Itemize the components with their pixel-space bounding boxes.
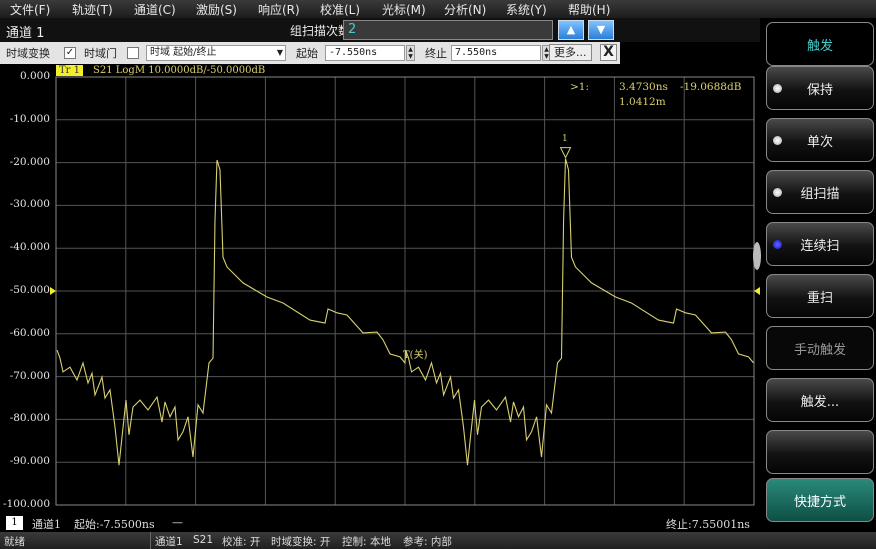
y-tick-label: -10.000 [9,112,50,125]
start-input[interactable]: -7.550ns [325,45,405,61]
status-bar: 就绪 通道1 S21 校准: 开 时域变换: 开 控制: 本地 参考: 内部 [0,532,876,549]
menu-analysis[interactable]: 分析(N) [444,2,487,17]
chevron-down-icon: ▼ [276,48,283,57]
menu-stimulus[interactable]: 激励(S) [196,2,237,17]
single-button[interactable]: 单次 [766,118,874,162]
stop-input[interactable]: 7.550ns [451,45,541,61]
channel-title: 通道 1 [6,26,45,41]
marker-readout-id: >1: [570,81,590,93]
y-tick-label: -70.000 [9,369,50,382]
trace-header: Tr 1 S21 LogM 10.0000dB/-50.0000dB [56,65,265,76]
channel-name: 通道1 [32,518,61,531]
status-state: 就绪 [4,536,25,548]
y-tick-label: -30.000 [9,198,50,211]
menu-marker[interactable]: 光标(M) [382,2,426,17]
gate-checkbox[interactable] [127,47,139,59]
arrow-down-icon: ▼ [596,23,606,36]
mode-select[interactable]: 时域 起始/终止 ▼ [146,45,286,61]
channel-bar: 通道 1 组扫描次数 2 ▲ ▼ [0,18,760,42]
y-tick-label: -100.000 [3,498,50,510]
y-tick-label: -60.000 [9,326,50,339]
trace-badge[interactable]: Tr 1 [56,65,83,76]
stop-label: 终止 [425,47,447,60]
mode-select-value: 时域 起始/终止 [150,47,217,58]
arrow-up-icon: ▲ [566,23,576,36]
radio-off-icon [773,84,782,93]
more-button[interactable]: 更多... [549,44,592,61]
restart-button[interactable]: 重扫 [766,274,874,318]
arrow-down-button[interactable]: ▼ [588,20,614,40]
start-readout: 起始:-7.5500ns [74,518,155,531]
marker-readout-time: 3.4730ns [619,81,668,93]
y-tick-label: -20.000 [9,155,50,168]
manual-trigger-button[interactable]: 手动触发 [766,326,874,370]
menu-bar: 文件(F) 轨迹(T) 通道(C) 激励(S) 响应(R) 校准(L) 光标(M… [0,0,876,18]
group-scan-button[interactable]: 组扫描 [766,170,874,214]
menu-help[interactable]: 帮助(H) [568,2,611,17]
menu-channel[interactable]: 通道(C) [134,2,176,17]
group-scan-label: 组扫描次数 [290,24,351,38]
gate-marker-label: T(关) [403,350,428,361]
dash: — [172,516,183,529]
channel-number-box[interactable]: 1 [6,516,23,530]
arrow-up-button[interactable]: ▲ [558,20,584,40]
status-param: S21 [193,534,214,546]
marker-readout-distance: 1.0412m [619,96,666,108]
y-tick-label: -80.000 [9,412,50,425]
hold-button[interactable]: 保持 [766,66,874,110]
menu-trace[interactable]: 轨迹(T) [72,2,113,17]
reference-arrow-right-icon [754,287,760,295]
status-control: 控制: 本地 [342,536,391,548]
marker-readout-value: -19.0688dB [680,81,742,93]
close-toolbar-button[interactable]: X [600,44,617,61]
status-ref: 参考: 内部 [403,536,452,548]
start-label: 起始 [296,47,318,60]
radio-on-icon [773,240,782,249]
stop-readout: 终止:7.55001ns [666,518,750,531]
menu-calibration[interactable]: 校准(L) [320,2,361,17]
manual-trigger-label: 手动触发 [793,342,846,358]
trigger-settings-button[interactable]: 触发... [766,378,874,422]
status-channel: 通道1 [155,536,183,548]
status-time-transform: 时域变换: 开 [271,536,331,548]
restart-label: 重扫 [806,290,833,306]
empty-button[interactable] [766,430,874,474]
status-cal: 校准: 开 [222,536,261,548]
marker-triangle-icon [559,147,572,159]
time-domain-toolbar: 时域变换 ✓ 时域门 时域 起始/终止 ▼ 起始 -7.550ns ▲ ▼ 终止 7… [0,42,620,64]
reference-arrow-left-icon [50,287,56,295]
channel-info-bar: 1 通道1 起始:-7.5500ns — 终止:7.55001ns [0,514,760,532]
radio-off-icon [773,136,782,145]
radio-off-icon [773,188,782,197]
y-tick-label: -50.000 [9,284,50,296]
trigger-panel-title: 触发 [766,22,874,66]
time-transform-checkbox[interactable]: ✓ [64,47,76,59]
trigger-title-text: 触发 [806,38,833,54]
gate-label: 时域门 [84,47,117,60]
shortcut-label: 快捷方式 [793,494,846,510]
group-scan-input[interactable]: 2 [343,20,553,40]
marker-label: 1 [562,134,568,144]
y-tick-label: 0.000 [19,70,50,82]
menu-response[interactable]: 响应(R) [258,2,300,17]
trace-format: S21 LogM 10.0000dB/-50.0000dB [93,65,266,76]
start-spinner[interactable]: ▲ ▼ [406,45,415,61]
menu-system[interactable]: 系统(Y) [506,2,547,17]
hold-label: 保持 [806,82,833,98]
continuous-button[interactable]: 连续扫 [766,222,874,266]
time-transform-label: 时域变换 [6,47,50,60]
single-label: 单次 [806,134,833,150]
y-tick-label: -90.000 [9,455,50,468]
continuous-label: 连续扫 [800,238,840,254]
trace-line [56,158,754,466]
menu-file[interactable]: 文件(F) [10,2,51,17]
trigger-settings-label: 触发... [800,394,840,410]
y-tick-label: -40.000 [9,241,50,254]
scroll-knob-icon [753,242,761,270]
shortcut-button[interactable]: 快捷方式 [766,478,874,522]
group-scan-button-label: 组扫描 [800,186,840,202]
